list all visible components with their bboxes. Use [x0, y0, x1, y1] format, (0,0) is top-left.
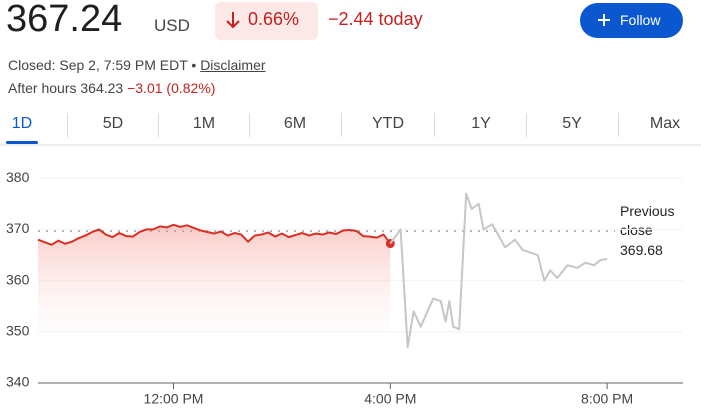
range-tab[interactable]: 5D: [102, 115, 124, 132]
area: [38, 224, 391, 332]
range-tab[interactable]: 1M: [192, 115, 216, 132]
y-tick-label: 340: [6, 374, 30, 390]
x-tick-label: 12:00 PM: [144, 391, 204, 407]
x-tick-label: 4:00 PM: [364, 391, 416, 407]
plus-icon: [598, 14, 610, 26]
previous-close-label: Previous close: [620, 203, 675, 238]
after-hours: After hours 364.23 −3.01 (0.82%): [8, 80, 215, 96]
follow-label: Follow: [620, 12, 661, 28]
previous-close-value: 369.68: [620, 242, 663, 258]
change-percent: 0.66%: [248, 9, 300, 29]
range-tab[interactable]: Max: [649, 115, 681, 132]
closed-info: Closed: Sep 2, 7:59 PM EDT • Disclaimer: [8, 57, 266, 73]
range-tab[interactable]: YTD: [372, 115, 404, 132]
range-tab[interactable]: 1Y: [471, 115, 491, 132]
y-tick-label: 360: [6, 271, 30, 287]
tab-indicator: [6, 141, 38, 144]
follow-button[interactable]: Follow: [580, 3, 683, 38]
currency: USD: [154, 16, 190, 35]
disclaimer-link[interactable]: Disclaimer: [200, 57, 266, 73]
y-tick-label: 350: [6, 323, 30, 339]
separator: •: [191, 57, 197, 73]
price: 367.24: [6, 0, 123, 40]
range-tab[interactable]: 5Y: [562, 115, 582, 132]
x-tick-label: 8:00 PM: [581, 391, 633, 407]
y-tick-label: 380: [6, 169, 30, 185]
range-tab[interactable]: 1D: [11, 115, 33, 132]
y-tick-label: 370: [6, 220, 30, 236]
after-hours-price: 364.23: [80, 80, 124, 96]
down-arrow-icon: [226, 12, 240, 29]
change-today: −2.44 today: [328, 9, 423, 29]
closed-text: Closed: Sep 2, 7:59 PM EDT: [8, 57, 188, 73]
range-tab[interactable]: 6M: [283, 115, 307, 132]
after-hours-label: After hours: [8, 80, 77, 96]
price-line: [389, 192, 608, 349]
after-hours-change: −3.01 (0.82%): [127, 80, 216, 96]
price-line: [37, 223, 392, 246]
